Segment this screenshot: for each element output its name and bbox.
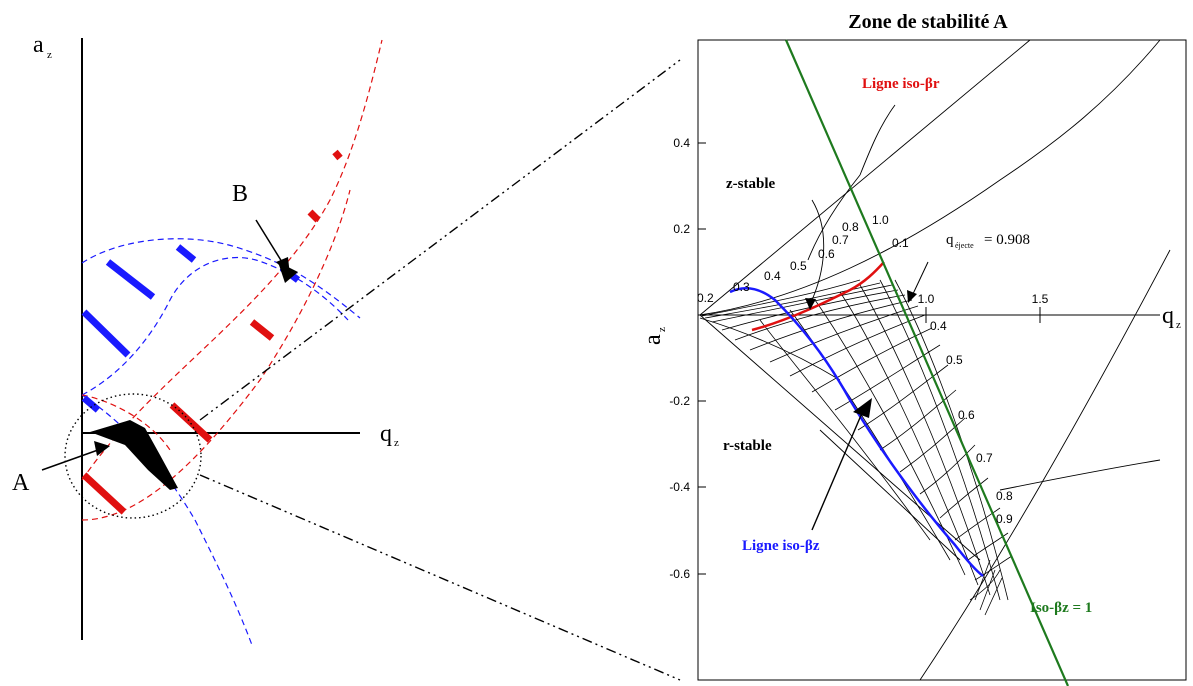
zoom-curve-label: 0.6 — [818, 247, 835, 261]
zoom-iso-beta-r-label: Ligne iso-βr — [862, 76, 940, 92]
zoom-y-tick-marks — [698, 142, 706, 575]
zoom-q-eject-main: q — [946, 232, 954, 248]
svg-text:z: z — [656, 327, 668, 332]
zoom-q-eject-arrow — [911, 261, 929, 297]
zoom-pointer-head — [805, 298, 816, 310]
overview-blue-hatches — [81, 244, 301, 413]
overview-y-axis-label: a — [33, 32, 44, 58]
zoom-curve-label: 0.3 — [733, 280, 750, 294]
zoom-curve-label: 0.2 — [697, 291, 714, 305]
overview-zone-a — [90, 420, 178, 490]
overview-red-boundary-outer — [81, 39, 383, 481]
zoom-curve-label: 0.8 — [996, 489, 1013, 503]
overview-connector-bottom — [199, 474, 681, 681]
zoom-y-tick-0-2: 0.2 — [673, 222, 690, 236]
overview-panel: a z q z — [12, 32, 681, 681]
zoom-curve-label: 0.4 — [930, 319, 947, 333]
zoom-y-axis-title: a z — [640, 327, 668, 345]
zoom-curve-label: 0.1 — [892, 236, 909, 250]
zoom-y-tick-0-4: 0.4 — [673, 136, 690, 150]
overview-blue-boundary-inner — [81, 256, 349, 396]
zoom-title: Zone de stabilité A — [848, 11, 1008, 33]
zoom-curve-label: 0.5 — [946, 353, 963, 367]
overview-red-hatches — [81, 149, 343, 515]
zoom-x-ticks — [925, 307, 1041, 323]
overview-zoom-circle — [64, 393, 202, 519]
zoom-curve-label: 0.7 — [832, 233, 849, 247]
overview-x-axis-sub: z — [394, 437, 399, 449]
overview-arrow-a-head — [94, 441, 110, 456]
zoom-iso-beta-z1-label: Iso-βz = 1 — [1030, 600, 1092, 616]
zoom-lower-curve-labels: 0.4 0.5 0.6 0.7 0.8 0.9 — [930, 319, 1013, 526]
zoom-curve-label: 0.4 — [764, 269, 781, 283]
overview-arrow-a — [41, 449, 99, 471]
zoom-x-tick-1: 1.0 — [918, 292, 935, 306]
overview-red-boundary-inner — [81, 189, 351, 521]
zoom-iso-beta-z-arrow-head — [853, 398, 872, 418]
zoom-q-eject-value: = 0.908 — [984, 232, 1030, 248]
overview-blue-boundary-lower — [81, 394, 253, 646]
zoom-x-tick-2: 1.5 — [1032, 292, 1049, 306]
zoom-iso-lines — [701, 279, 1013, 616]
overview-arrow-b-head — [276, 257, 290, 276]
zoom-iso-beta-r-curve — [751, 261, 885, 332]
zoom-curve-label: 1.0 — [872, 213, 889, 227]
zoom-y-tick-m0-2: -0.2 — [669, 394, 690, 408]
zoom-boundary-lines — [699, 39, 1171, 681]
overview-arrow-b — [255, 219, 283, 263]
overview-x-axis-label: q — [380, 421, 392, 447]
zoom-region-z-stable: z-stable — [726, 176, 775, 192]
zoom-y-tick-m0-6: -0.6 — [669, 567, 690, 581]
zoom-pointer-curve — [811, 199, 825, 301]
zoom-curve-label: 0.5 — [790, 259, 807, 273]
zoom-iso-beta-z1-line — [784, 39, 1070, 686]
zoom-iso-beta-z-label: Ligne iso-βz — [742, 538, 820, 554]
zoom-y-tick-m0-4: -0.4 — [669, 480, 690, 494]
zoom-iso-beta-z-curve — [729, 287, 984, 577]
zoom-q-eject-sub: éjecte — [955, 241, 974, 250]
zoom-x-axis-sub: z — [1176, 319, 1181, 331]
overview-label-b: B — [232, 181, 248, 207]
zoom-iso-beta-z-arrow — [811, 412, 863, 531]
zoom-curve-label: 0.8 — [842, 220, 859, 234]
zoom-panel: Zone de stabilité A 1.0 1.5 0.4 0.2 -0.2… — [640, 11, 1187, 686]
zoom-curve-label: 0.6 — [958, 408, 975, 422]
overview-blue-boundary-upper — [81, 238, 361, 319]
zoom-region-r-stable: r-stable — [723, 438, 772, 454]
overview-label-a: A — [12, 470, 30, 496]
zoom-x-axis-label: q — [1162, 303, 1174, 329]
overview-connector-top — [199, 59, 681, 421]
zoom-upper-curve-labels: 0.2 0.3 0.4 0.5 0.6 0.7 0.8 1.0 0.1 — [697, 213, 909, 305]
svg-text:a: a — [640, 334, 666, 345]
zoom-q-eject-arrow-head — [907, 290, 917, 303]
overview-red-boundary-left — [81, 394, 171, 451]
zoom-curve-label: 0.7 — [976, 451, 993, 465]
overview-y-axis-sub: z — [47, 49, 52, 61]
zoom-frame — [697, 39, 1187, 681]
zoom-curve-label: 0.9 — [996, 512, 1013, 526]
